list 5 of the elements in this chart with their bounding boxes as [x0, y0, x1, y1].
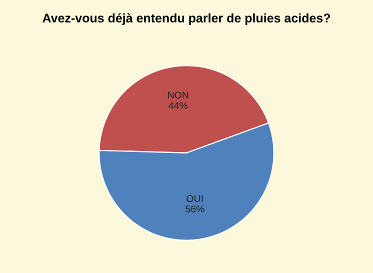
data-label: 44%: [168, 102, 188, 109]
chart-title: Avez-vous déjà entendu parler de pluies acides?: [42, 13, 330, 25]
slice-label: NON: [168, 92, 188, 99]
data-label: 56%: [186, 206, 204, 212]
slice-label: OUI: [186, 195, 203, 202]
